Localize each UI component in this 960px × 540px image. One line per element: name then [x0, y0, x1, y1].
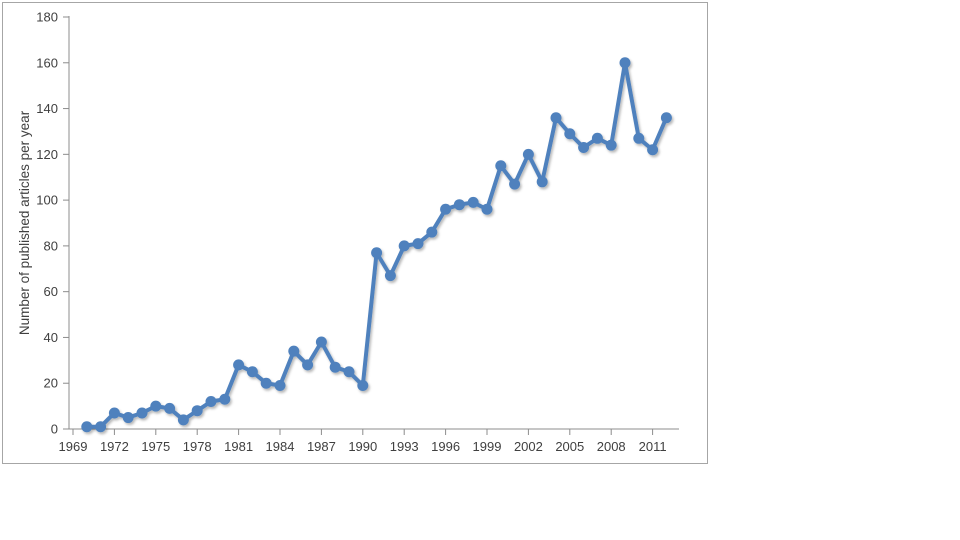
data-point[interactable]	[398, 240, 410, 252]
data-point[interactable]	[564, 128, 576, 140]
x-tick-label: 1993	[390, 439, 419, 454]
data-point[interactable]	[150, 400, 162, 412]
tick-labels-layer: 0 20 40 60 80 100 120 140 160 180 1969 1972 1975 1978…	[36, 10, 666, 455]
y-axis-title: Number of published articles per year	[17, 110, 32, 335]
axes-layer	[63, 16, 679, 435]
data-point[interactable]	[522, 148, 534, 160]
data-point[interactable]	[481, 203, 493, 215]
data-point[interactable]	[343, 366, 355, 378]
data-point[interactable]	[315, 336, 327, 348]
y-tick-label: 120	[36, 147, 58, 162]
data-point[interactable]	[467, 196, 479, 208]
x-tick-label: 1969	[59, 439, 88, 454]
series-line[interactable]	[84, 60, 669, 429]
data-point[interactable]	[177, 414, 189, 426]
x-tick-label: 2005	[555, 439, 584, 454]
data-point[interactable]	[191, 405, 203, 417]
data-point[interactable]	[426, 226, 438, 238]
y-tick-label: 60	[44, 284, 58, 299]
x-tick-label: 1999	[473, 439, 502, 454]
x-tick-label: 2002	[514, 439, 543, 454]
data-point[interactable]	[453, 199, 465, 211]
data-point[interactable]	[95, 421, 107, 433]
data-point[interactable]	[440, 203, 452, 215]
data-point[interactable]	[619, 57, 631, 69]
data-point[interactable]	[205, 396, 217, 408]
data-point[interactable]	[246, 366, 258, 378]
x-tick-label: 2008	[597, 439, 626, 454]
data-point[interactable]	[578, 141, 590, 153]
y-tick-label: 80	[44, 238, 58, 253]
data-point[interactable]	[260, 377, 272, 389]
data-point[interactable]	[605, 139, 617, 151]
data-point[interactable]	[647, 144, 659, 156]
x-tick-label: 1975	[141, 439, 170, 454]
y-tick-label: 160	[36, 55, 58, 70]
data-point[interactable]	[633, 132, 645, 144]
data-point[interactable]	[108, 407, 120, 419]
y-tick-label: 20	[44, 376, 58, 391]
data-point[interactable]	[412, 238, 424, 250]
data-point[interactable]	[509, 178, 521, 190]
y-tick-label: 0	[51, 422, 58, 437]
y-tick-label: 100	[36, 193, 58, 208]
data-point[interactable]	[371, 247, 383, 259]
data-point[interactable]	[274, 380, 286, 392]
x-tick-label: 1990	[348, 439, 377, 454]
data-point[interactable]	[591, 132, 603, 144]
x-tick-label: 1996	[431, 439, 460, 454]
data-point[interactable]	[302, 359, 314, 371]
y-tick-label: 140	[36, 101, 58, 116]
data-point[interactable]	[288, 345, 300, 357]
y-tick-label: 40	[44, 330, 58, 345]
chart-frame[interactable]: 0 20 40 60 80 100 120 140 160 180 1969 1972 1975 1978…	[2, 2, 708, 464]
data-point[interactable]	[233, 359, 245, 371]
x-tick-label: 2011	[639, 439, 667, 454]
data-point[interactable]	[384, 270, 396, 282]
data-point[interactable]	[357, 380, 369, 392]
data-point[interactable]	[536, 176, 548, 188]
x-tick-label: 1984	[266, 439, 295, 454]
x-tick-label: 1972	[100, 439, 129, 454]
line-chart-svg: 0 20 40 60 80 100 120 140 160 180 1969 1972 1975 1978…	[17, 10, 679, 455]
data-point[interactable]	[122, 412, 134, 424]
series-articles-per-year[interactable]	[81, 57, 672, 433]
x-tick-label: 1981	[224, 439, 253, 454]
data-point[interactable]	[660, 112, 672, 124]
data-point[interactable]	[219, 393, 231, 405]
data-point[interactable]	[329, 361, 341, 373]
data-point[interactable]	[550, 112, 562, 124]
data-point[interactable]	[136, 407, 148, 419]
y-tick-label: 180	[36, 10, 58, 25]
data-point[interactable]	[81, 421, 93, 433]
x-tick-label: 1987	[307, 439, 336, 454]
data-point[interactable]	[164, 402, 176, 414]
x-tick-label: 1978	[183, 439, 212, 454]
data-point[interactable]	[495, 160, 507, 172]
